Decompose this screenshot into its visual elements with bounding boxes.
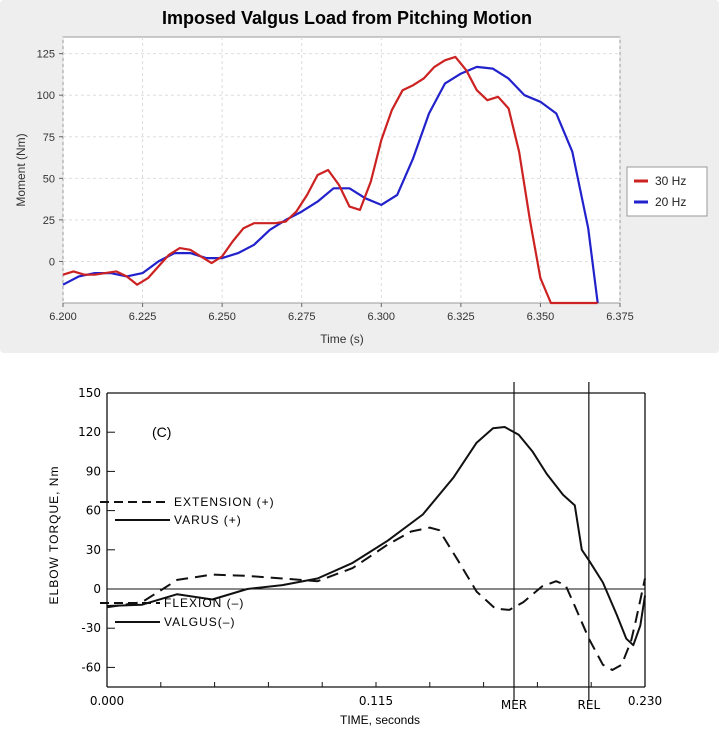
- bottom-x-tick-label: 0.230: [628, 694, 662, 708]
- bottom-y-tick-label: 120: [78, 425, 101, 439]
- top-chart-panel: Imposed Valgus Load from Pitching Motion…: [0, 0, 719, 353]
- legend-label-20hz: 20 Hz: [655, 195, 686, 209]
- bottom-chart-panel: 150 120 90 60 30 0 -30 -60 0.000 0.115 0.230 MER R…: [0, 360, 721, 743]
- top-x-tick-label: 6.300: [368, 311, 396, 323]
- bottom-x-tick-label: 0.115: [359, 694, 393, 708]
- bottom-y-tick-label: 0: [93, 582, 101, 596]
- bottom-event-label-mer: MER: [501, 698, 527, 712]
- top-chart-title: Imposed Valgus Load from Pitching Motion: [162, 8, 532, 28]
- bottom-series-dashed: [106, 526, 646, 671]
- top-x-ticks: 6.200 6.225 6.250 6.275 6.300 6.325 6.350 6.375: [49, 303, 634, 323]
- bottom-chart-svg: 150 120 90 60 30 0 -30 -60 0.000 0.115 0.230 MER R…: [47, 382, 662, 727]
- bottom-x-tick-label: 0.000: [90, 694, 124, 708]
- top-series-group: [62, 55, 599, 305]
- bottom-series-solid: [106, 426, 646, 647]
- legend-label-30hz: 30 Hz: [655, 174, 686, 188]
- top-plot-area: [62, 36, 621, 304]
- top-y-tick-label: 125: [37, 49, 55, 61]
- bottom-legend-label: VARUS (+): [174, 513, 242, 527]
- bottom-y-tick-label: 150: [78, 386, 101, 400]
- bottom-legend-label: FLEXION (–): [164, 596, 244, 610]
- bottom-event-label-rel: REL: [578, 698, 601, 712]
- top-y-tick-label: 25: [43, 215, 55, 227]
- top-y-tick-label: 100: [37, 90, 55, 102]
- top-x-tick-label: 6.250: [208, 311, 236, 323]
- top-series-line-0: [62, 55, 598, 305]
- bottom-panel-annotation: (C): [152, 424, 171, 440]
- top-y-tick-label: 0: [49, 256, 55, 268]
- top-y-tick-label: 75: [43, 132, 55, 144]
- bottom-y-tick-label: 60: [86, 504, 101, 518]
- bottom-y-tick-label: -30: [81, 621, 101, 635]
- bottom-event-markers: MER REL: [501, 382, 601, 712]
- bottom-y-tick-label: 30: [86, 543, 101, 557]
- bottom-legend: EXTENSION (+) VARUS (+) FLEXION (–) VALGUS(…: [100, 495, 275, 629]
- bottom-x-axis-label: TIME, seconds: [340, 713, 420, 727]
- top-x-tick-label: 6.200: [49, 311, 77, 323]
- top-series-line-1: [62, 65, 599, 304]
- top-x-tick-label: 6.225: [129, 311, 157, 323]
- top-x-tick-label: 6.325: [447, 311, 475, 323]
- bottom-y-tick-label: 90: [86, 464, 101, 478]
- bottom-y-ticks: 150 120 90 60 30 0 -30 -60: [78, 386, 115, 674]
- bottom-x-ticks: 0.000 0.115 0.230: [90, 682, 662, 708]
- top-y-axis-label: Moment (Nm): [14, 133, 28, 206]
- top-x-axis-label: Time (s): [320, 332, 364, 346]
- bottom-plot-frame: [106, 392, 646, 688]
- top-chart-svg: Imposed Valgus Load from Pitching Motion…: [14, 8, 708, 346]
- bottom-y-tick-label: -60: [81, 660, 101, 674]
- top-y-ticks: 0 25 50 75 100 125: [37, 49, 63, 268]
- top-x-tick-label: 6.350: [527, 311, 555, 323]
- bottom-series-group: [106, 426, 646, 671]
- bottom-y-axis-label: ELBOW TORQUE, Nm: [47, 466, 61, 605]
- top-x-tick-label: 6.375: [606, 311, 634, 323]
- top-y-tick-label: 50: [43, 173, 55, 185]
- bottom-legend-label: VALGUS(–): [164, 615, 235, 629]
- bottom-legend-label: EXTENSION (+): [174, 495, 275, 509]
- top-legend: 30 Hz 20 Hz: [626, 166, 708, 217]
- top-legend-box: [626, 166, 708, 217]
- top-x-tick-label: 6.275: [288, 311, 316, 323]
